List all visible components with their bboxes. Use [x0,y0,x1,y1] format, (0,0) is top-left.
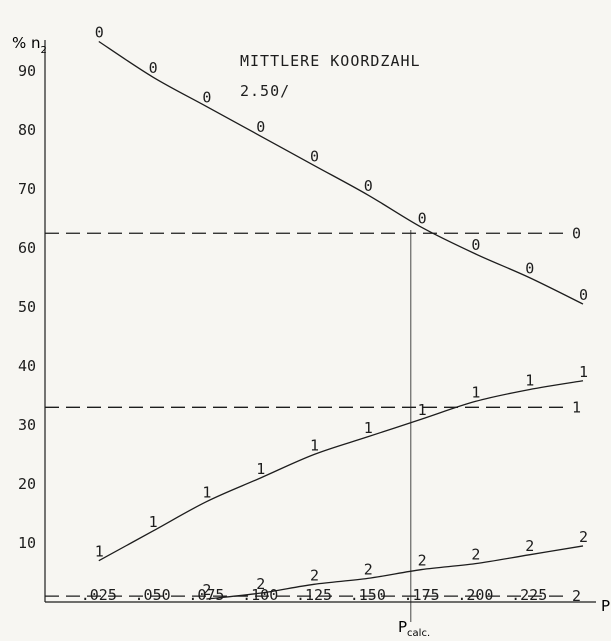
x-tick-label: .050 [135,586,171,604]
data-point-marker: 0 [525,260,534,278]
x-axis-label: P [601,597,610,615]
y-tick-label: 60 [18,239,36,257]
reference-line-label: 0 [572,224,581,242]
x-tick-label: .075 [188,586,224,604]
data-point-marker: 0 [256,118,265,136]
x-tick-label: .100 [242,586,278,604]
data-point-marker: 2 [364,560,373,578]
y-axis-label-sub: 2 [41,45,47,56]
series-line [98,380,584,562]
y-axis-label: % n2 [12,34,47,56]
data-point-marker: 0 [579,286,588,304]
y-tick-label: 50 [18,298,36,316]
series-line [98,40,584,305]
y-tick-label: 80 [18,121,36,139]
data-point-marker: 0 [202,88,211,106]
x-tick-label: .150 [350,586,386,604]
data-point-marker: 2 [471,546,480,564]
axes: 102030405060708090.025.050.075.100.125.1… [18,40,596,604]
x-tick-label: .025 [81,586,117,604]
data-point-marker: 0 [418,209,427,227]
data-point-marker: 1 [418,401,427,419]
data-point-marker: 1 [256,460,265,478]
data-point-marker: 0 [95,24,104,42]
y-tick-label: 20 [18,475,36,493]
data-point-marker: 2 [579,528,588,546]
y-tick-label: 90 [18,62,36,80]
data-point-marker: 0 [149,59,158,77]
reference-line-label: 1 [572,398,581,416]
series-line [206,545,584,600]
reference-lines: 0 1 2 [45,224,581,605]
p-calc-label-main: P [398,618,407,636]
data-point-marker: 2 [525,537,534,555]
reference-line-label: 2 [572,587,581,605]
p-calc-label: Pcalc. [398,618,430,639]
data-point-marker: 1 [525,372,534,390]
p-calc-label-sub: calc. [407,628,430,639]
chart-texts: MITTLERE KOORDZAHL 2.50/ % n2 P Pcalc. [12,34,610,639]
data-point-marker: 1 [310,437,319,455]
data-point-marker: 2 [418,552,427,570]
data-point-marker: 2 [256,575,265,593]
data-point-marker: 2 [202,581,211,599]
data-point-marker: 1 [579,363,588,381]
y-tick-label: 30 [18,416,36,434]
series-group: 0 0 0 0 0 0 0 0 0 0 1 1 1 1 1 1 1 1 1 1 2 2 2 2 2 2 2 2 [95,24,588,600]
y-tick-label: 70 [18,180,36,198]
y-tick-label: 10 [18,534,36,552]
data-point-marker: 1 [202,484,211,502]
data-point-marker: 1 [149,513,158,531]
data-point-marker: 1 [471,383,480,401]
chart-subtitle: 2.50/ [240,82,290,100]
x-tick-label: .125 [296,586,332,604]
x-tick-label: .225 [511,586,547,604]
chart-title: MITTLERE KOORDZAHL [240,52,421,70]
x-tick-label: .200 [457,586,493,604]
data-point-marker: 1 [95,543,104,561]
data-point-marker: 0 [471,236,480,254]
y-tick-label: 40 [18,357,36,375]
x-tick-label: .175 [404,586,440,604]
data-point-marker: 1 [364,419,373,437]
data-point-marker: 0 [364,177,373,195]
data-point-marker: 0 [310,147,319,165]
y-axis-label-main: % n [12,34,41,52]
data-point-marker: 2 [310,566,319,584]
